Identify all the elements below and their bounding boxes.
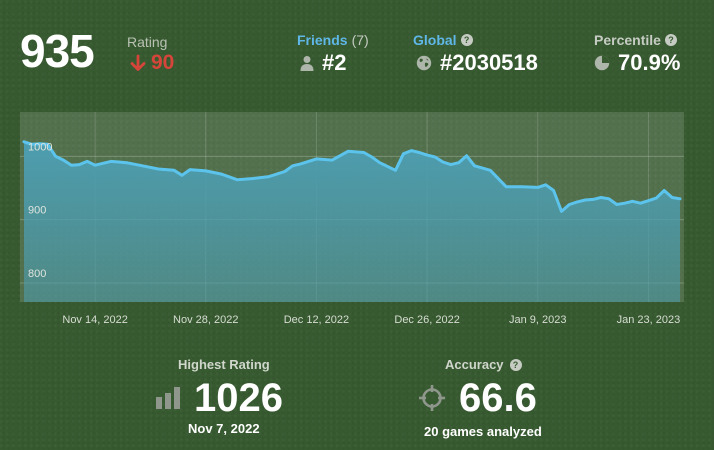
global-label: Global	[413, 32, 457, 48]
accuracy-sub: 20 games analyzed	[424, 424, 542, 439]
percentile-value: 70.9%	[618, 50, 681, 75]
person-icon	[300, 56, 314, 71]
bar-chart-icon	[156, 387, 180, 409]
friends-link[interactable]: Friends (7)	[297, 32, 369, 48]
pie-icon	[594, 55, 610, 71]
accuracy-label: Accuracy	[445, 357, 504, 372]
arrow-down-icon	[130, 54, 146, 71]
accuracy-value: 66.6	[459, 376, 537, 420]
friends-rank: #2	[300, 50, 346, 76]
rating-line	[22, 140, 682, 213]
crosshair-icon	[419, 385, 445, 411]
x-tick-label: Nov 14, 2022	[62, 314, 128, 326]
current-rating: 935	[20, 25, 95, 77]
highest-rating: 1026	[156, 378, 283, 418]
accuracy: 66.6	[419, 378, 537, 418]
global-link[interactable]: Global ?	[413, 32, 473, 48]
x-tick-label: Nov 28, 2022	[173, 314, 239, 326]
percentile-label: Percentile	[594, 32, 661, 48]
percentile-label-group: Percentile ?	[594, 32, 677, 48]
x-tick-label: Jan 9, 2023	[509, 314, 567, 326]
highest-rating-value: 1026	[194, 376, 283, 420]
accuracy-label-group: Accuracy ?	[445, 357, 522, 372]
global-rank-value: #2030518	[440, 50, 538, 75]
globe-icon	[416, 55, 432, 71]
highest-rating-date: Nov 7, 2022	[188, 421, 260, 436]
x-tick-label: Jan 23, 2023	[616, 314, 681, 326]
percentile: 70.9%	[594, 50, 680, 76]
highest-rating-label: Highest Rating	[178, 357, 270, 372]
friends-rank-value: #2	[322, 50, 347, 75]
x-tick-label: Dec 26, 2022	[394, 314, 460, 326]
rating-label: Rating	[127, 34, 168, 50]
question-circle-icon[interactable]: ?	[460, 34, 473, 46]
rating-change: 90	[129, 51, 174, 75]
friends-count: (7)	[351, 32, 369, 48]
question-circle-icon[interactable]: ?	[509, 358, 522, 371]
rating-area	[24, 141, 680, 302]
friends-label: Friends	[297, 32, 348, 48]
rating-change-value: 90	[151, 51, 175, 74]
rating-history-chart[interactable]: 1000 900 800	[20, 112, 684, 302]
y-tick-label: 1000	[28, 141, 52, 153]
question-circle-icon[interactable]: ?	[664, 34, 677, 46]
x-tick-label: Dec 12, 2022	[283, 314, 350, 326]
global-rank: #2030518	[416, 50, 538, 76]
y-tick-label: 800	[28, 268, 46, 280]
y-tick-label: 900	[28, 205, 46, 217]
